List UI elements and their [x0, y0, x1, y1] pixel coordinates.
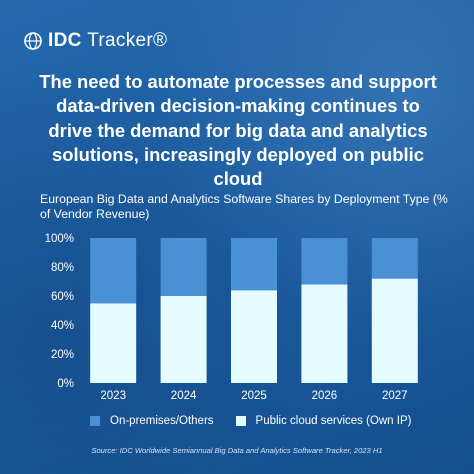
y-tick-label: 20%: [51, 349, 74, 361]
y-tick-label: 80%: [51, 262, 74, 274]
x-tick-label: 2026: [312, 390, 338, 402]
legend-label-on-premises: On-premises/Others: [110, 415, 214, 427]
bar-on-premises: [371, 238, 418, 279]
x-tick-label: 2027: [382, 390, 408, 402]
y-tick-label: 0%: [57, 378, 74, 390]
chart-title: European Big Data and Analytics Software…: [40, 192, 448, 222]
x-tick-label: 2025: [241, 390, 267, 402]
source-note: Source: IDC Worldwide Semiannual Big Dat…: [91, 446, 383, 455]
bar-on-premises: [90, 238, 137, 304]
bar-on-premises: [160, 238, 207, 296]
brand-name: IDC: [48, 30, 82, 51]
legend-item-public-cloud: Public cloud services (Own IP): [235, 415, 412, 427]
legend-item-on-premises: On-premises/Others: [90, 415, 214, 427]
x-tick-label: 2024: [171, 390, 197, 402]
bar-public-cloud: [90, 303, 137, 383]
x-tick-label: 2023: [100, 390, 126, 402]
chart-legend: On-premises/Others Public cloud services…: [90, 415, 411, 427]
legend-swatch-on-premises: [90, 416, 100, 426]
y-tick-label: 40%: [51, 320, 74, 332]
idc-tracker-logo: IDC Tracker®: [24, 30, 167, 52]
bar-public-cloud: [160, 296, 207, 383]
headline: The need to automate processes and suppo…: [39, 71, 437, 190]
y-tick-label: 100%: [45, 233, 74, 245]
bar-public-cloud: [231, 290, 277, 383]
legend-swatch-public-cloud: [235, 416, 246, 426]
bar-public-cloud: [301, 284, 348, 383]
legend-label-public-cloud: Public cloud services (Own IP): [255, 415, 412, 427]
bar-on-premises: [301, 238, 348, 285]
bar-public-cloud: [371, 278, 418, 383]
globe-icon: [24, 32, 42, 50]
y-tick-label: 60%: [51, 291, 74, 303]
brand-product: Tracker®: [87, 30, 168, 51]
bar-on-premises: [231, 238, 277, 291]
